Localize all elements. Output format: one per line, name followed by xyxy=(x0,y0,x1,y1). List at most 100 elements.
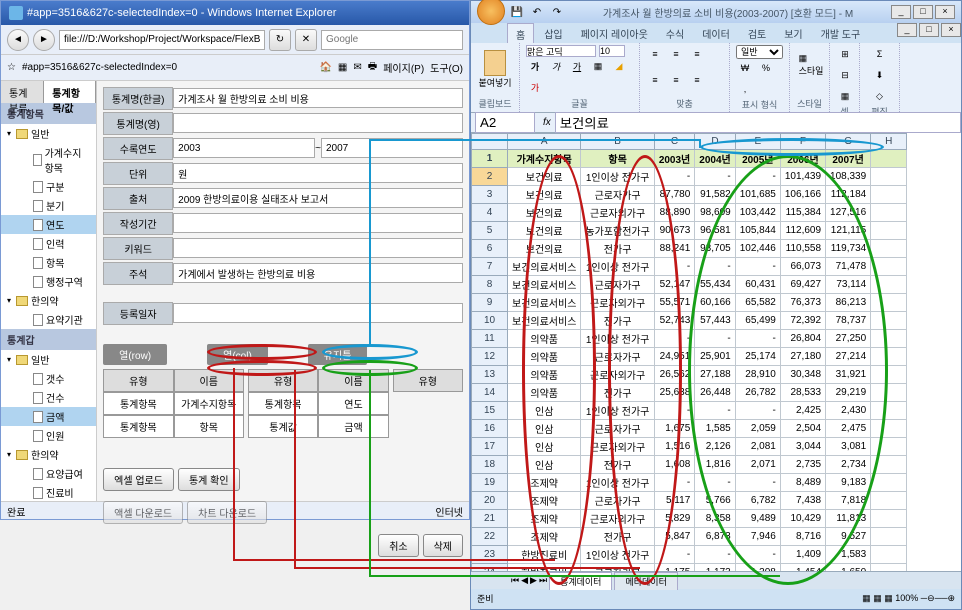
mail-icon[interactable]: ✉ xyxy=(353,62,361,73)
formula-input[interactable] xyxy=(555,112,961,133)
cell[interactable]: 보건의료서비스 xyxy=(508,258,581,276)
period-field[interactable] xyxy=(173,213,463,233)
row-header[interactable]: 14 xyxy=(472,384,508,402)
tab-formula[interactable]: 수식 xyxy=(658,23,692,43)
col-header[interactable]: E xyxy=(735,134,780,150)
cell[interactable]: 보건의료 xyxy=(508,204,581,222)
tree-item[interactable]: 구분 xyxy=(1,177,96,196)
keyword-field[interactable] xyxy=(173,238,463,258)
cell[interactable]: 5,847 xyxy=(654,528,694,546)
fill-icon[interactable]: ◢ xyxy=(610,58,628,76)
tree-item[interactable]: 항목 xyxy=(1,253,96,272)
cell[interactable]: 2,734 xyxy=(826,456,871,474)
excel-download-button[interactable]: 액셀 다운로드 xyxy=(103,501,183,524)
cell[interactable]: - xyxy=(654,168,694,186)
col-header[interactable]: H xyxy=(871,134,907,150)
sheet-table[interactable]: ABCDEFGH1가계수지항목항목2003년2004년2005년2006년200… xyxy=(471,133,907,571)
header-cell[interactable]: 2003년 xyxy=(654,150,694,168)
tab-category[interactable]: 통계분류 xyxy=(1,81,44,103)
view-normal-icon[interactable]: ▦ xyxy=(862,593,871,603)
cell[interactable]: 7,818 xyxy=(826,492,871,510)
cell[interactable]: - xyxy=(735,546,780,564)
row-header[interactable]: 18 xyxy=(472,456,508,474)
cell[interactable]: 1,308 xyxy=(735,564,780,572)
tree-item-year[interactable]: 연도 xyxy=(1,215,96,234)
cell[interactable]: 2,425 xyxy=(780,402,825,420)
tab-dev[interactable]: 개발 도구 xyxy=(813,23,869,43)
row-header[interactable]: 11 xyxy=(472,330,508,348)
cell[interactable]: 보건의료 xyxy=(508,186,581,204)
format-icon[interactable]: ▦ xyxy=(836,87,854,105)
cell[interactable]: 조제약 xyxy=(508,492,581,510)
delete-icon[interactable]: ⊟ xyxy=(836,66,854,84)
fx-icon[interactable]: fx xyxy=(539,117,555,128)
col-header[interactable]: A xyxy=(508,134,581,150)
cell[interactable]: 28,910 xyxy=(735,366,780,384)
cell[interactable]: 보건의료서비스 xyxy=(508,312,581,330)
home-icon[interactable]: 🏠 xyxy=(319,62,331,73)
cell[interactable]: 26,562 xyxy=(654,366,694,384)
cell[interactable]: 93,705 xyxy=(695,240,735,258)
tree-folder-hanui[interactable]: 한의약 xyxy=(1,291,96,310)
cell[interactable]: 25,174 xyxy=(735,348,780,366)
year-to[interactable] xyxy=(321,138,463,158)
row-header[interactable]: 23 xyxy=(472,546,508,564)
cancel-button[interactable]: 취소 xyxy=(378,534,418,557)
cell[interactable]: 근로자외가구 xyxy=(581,438,654,456)
cell[interactable]: 88,890 xyxy=(654,204,694,222)
cell[interactable]: - xyxy=(654,474,694,492)
cell[interactable]: 103,442 xyxy=(735,204,780,222)
doc-minimize[interactable]: _ xyxy=(897,23,917,37)
header-cell[interactable]: 2006년 xyxy=(780,150,825,168)
cell[interactable]: 27,214 xyxy=(826,348,871,366)
cell[interactable]: 한방진료비 xyxy=(508,564,581,572)
cell[interactable]: 78,737 xyxy=(826,312,871,330)
header-cell[interactable]: 2007년 xyxy=(826,150,871,168)
cell[interactable]: - xyxy=(695,258,735,276)
font-size[interactable] xyxy=(599,45,625,57)
cell[interactable]: 1인이상 전가구 xyxy=(581,330,654,348)
row-header[interactable]: 12 xyxy=(472,348,508,366)
cell[interactable]: 101,685 xyxy=(735,186,780,204)
cell[interactable]: 26,782 xyxy=(735,384,780,402)
tools-menu[interactable]: 도구(O) xyxy=(430,60,463,75)
border-icon[interactable]: ▦ xyxy=(589,58,607,76)
cell[interactable]: 1,650 xyxy=(826,564,871,572)
cell[interactable]: 65,582 xyxy=(735,294,780,312)
comma-icon[interactable]: , xyxy=(736,80,754,98)
row-header[interactable]: 17 xyxy=(472,438,508,456)
col-header[interactable]: D xyxy=(695,134,735,150)
zoom-level[interactable]: 100% xyxy=(895,593,918,603)
cell[interactable]: 60,431 xyxy=(735,276,780,294)
cell[interactable]: 26,804 xyxy=(780,330,825,348)
sheet-tab-1[interactable]: 통계데이터 xyxy=(549,572,612,590)
cell[interactable]: - xyxy=(695,402,735,420)
cell[interactable]: 52,147 xyxy=(654,276,694,294)
cell[interactable]: 근로자가구 xyxy=(581,186,654,204)
tree-folder-general2[interactable]: 일반 xyxy=(1,350,96,369)
sheet-area[interactable]: ABCDEFGH1가계수지항목항목2003년2004년2005년2006년200… xyxy=(471,133,961,571)
cell[interactable]: 28,533 xyxy=(780,384,825,402)
cell[interactable]: 전가구 xyxy=(581,456,654,474)
cell[interactable]: 2,735 xyxy=(780,456,825,474)
year-from[interactable] xyxy=(173,138,315,158)
align-left-icon[interactable]: ≡ xyxy=(646,71,664,89)
cell[interactable]: - xyxy=(735,402,780,420)
cell[interactable]: 115,384 xyxy=(780,204,825,222)
cell[interactable]: 근로자외가구 xyxy=(581,294,654,312)
cell[interactable]: 57,443 xyxy=(695,312,735,330)
row-header[interactable]: 7 xyxy=(472,258,508,276)
cell[interactable]: 보건의료 xyxy=(508,240,581,258)
bold-icon[interactable]: 가 xyxy=(526,58,544,76)
refresh-button[interactable]: ↻ xyxy=(269,29,291,51)
tree-item[interactable]: 인력 xyxy=(1,234,96,253)
cell[interactable]: 26,448 xyxy=(695,384,735,402)
name-box[interactable] xyxy=(475,112,535,133)
doc-close[interactable]: × xyxy=(941,23,961,37)
cell[interactable]: 근로자가구 xyxy=(581,492,654,510)
cell[interactable]: 24,951 xyxy=(654,348,694,366)
cell[interactable]: - xyxy=(695,546,735,564)
cell[interactable]: 보건의료서비스 xyxy=(508,294,581,312)
minimize-button[interactable]: _ xyxy=(891,5,911,19)
tab-items[interactable]: 통계항목/값 xyxy=(44,81,96,103)
